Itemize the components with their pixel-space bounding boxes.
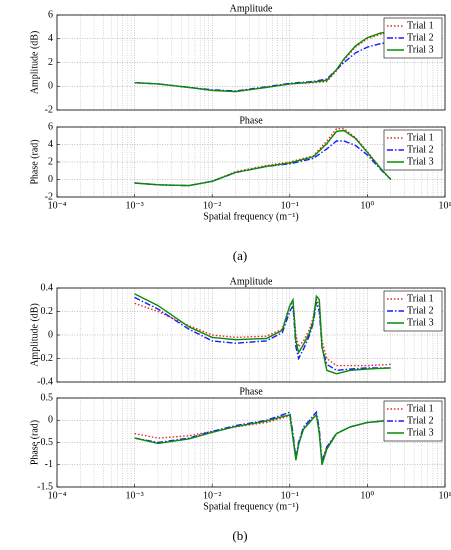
y-tick-label: 2 (48, 57, 53, 68)
legend-label: Trial 2 (407, 144, 434, 155)
series-line (134, 128, 392, 187)
x-tick-label: 10⁰ (360, 490, 374, 501)
legend-label: Trial 1 (407, 403, 434, 414)
y-tick-label: 6 (48, 9, 53, 20)
y-tick-label: 0 (48, 329, 53, 340)
legend-box (383, 400, 443, 442)
legend-label: Trial 2 (407, 305, 434, 316)
y-tick-label: -1.5 (37, 481, 53, 492)
caption: (a) (233, 248, 247, 263)
legend-label: Trial 2 (407, 415, 434, 426)
legend-label: Trial 3 (407, 156, 434, 167)
legend-label: Trial 1 (407, 293, 434, 304)
x-axis-label: Spatial frequency (m⁻¹) (203, 211, 298, 222)
series-line (134, 32, 391, 93)
x-tick-label: 10⁰ (360, 200, 374, 211)
y-tick-label: -0.5 (37, 437, 53, 448)
y-tick-label: 0.4 (41, 282, 54, 293)
x-tick-label: 10⁻² (203, 200, 221, 211)
subplot-title: Amplitude (230, 276, 273, 287)
y-tick-label: 4 (48, 33, 53, 44)
x-axis-label: Spatial frequency (m⁻¹) (203, 501, 298, 512)
y-tick-label: 2 (48, 156, 53, 167)
y-tick-label: 4 (48, 139, 53, 150)
y-tick-label: 0 (48, 81, 53, 92)
x-tick-label: 10⁻¹ (281, 200, 299, 211)
x-tick-label: 10⁻⁴ (48, 490, 67, 501)
y-axis-label: Amplitude (dB) (29, 303, 40, 367)
subplot-title: Amplitude (230, 3, 273, 14)
legend-label: Trial 1 (407, 132, 434, 143)
legend-label: Trial 3 (407, 44, 434, 55)
series-line (134, 140, 392, 187)
series-line (134, 129, 392, 187)
y-tick-label: -1 (45, 459, 53, 470)
plot-frame (56, 126, 446, 198)
y-tick-label: 0.2 (41, 306, 54, 317)
y-axis-label: Phase (rad) (29, 420, 40, 465)
plot-frame (56, 287, 446, 383)
series-line (134, 33, 391, 93)
plot-frame (56, 14, 446, 111)
legend-box (383, 129, 443, 171)
y-tick-label: -2 (45, 191, 53, 202)
y-tick-label: 6 (48, 121, 53, 132)
legend-label: Trial 2 (407, 32, 434, 43)
legend-box (383, 290, 443, 332)
subplot-title: Phase (239, 386, 263, 397)
plot-frame (56, 397, 446, 488)
x-tick-label: 10¹ (439, 490, 451, 501)
y-tick-label: 0.5 (41, 392, 54, 403)
y-tick-label: -0.4 (37, 376, 53, 387)
legend-label: Trial 3 (407, 427, 434, 438)
series-line (134, 293, 391, 375)
y-tick-label: -0.2 (37, 353, 53, 364)
legend-label: Trial 1 (407, 20, 434, 31)
x-tick-label: 10⁻⁴ (48, 200, 67, 211)
x-tick-label: 10⁻³ (125, 490, 143, 501)
x-tick-label: 10⁻¹ (281, 490, 299, 501)
series-line (134, 414, 391, 461)
x-tick-label: 10¹ (439, 200, 451, 211)
y-tick-label: 0 (48, 174, 53, 185)
x-tick-label: 10⁻³ (125, 200, 143, 211)
y-axis-label: Phase (rad) (29, 139, 40, 184)
series-line (134, 297, 391, 367)
y-axis-label: Amplitude (dB) (29, 31, 40, 95)
series-line (134, 413, 391, 466)
caption: (b) (232, 528, 247, 543)
x-tick-label: 10⁻² (203, 490, 221, 501)
legend-box (383, 17, 443, 59)
subplot-title: Phase (239, 115, 263, 126)
y-tick-label: -2 (45, 104, 53, 115)
series-line (134, 296, 391, 372)
y-tick-label: 0 (48, 415, 53, 426)
legend-label: Trial 3 (407, 317, 434, 328)
